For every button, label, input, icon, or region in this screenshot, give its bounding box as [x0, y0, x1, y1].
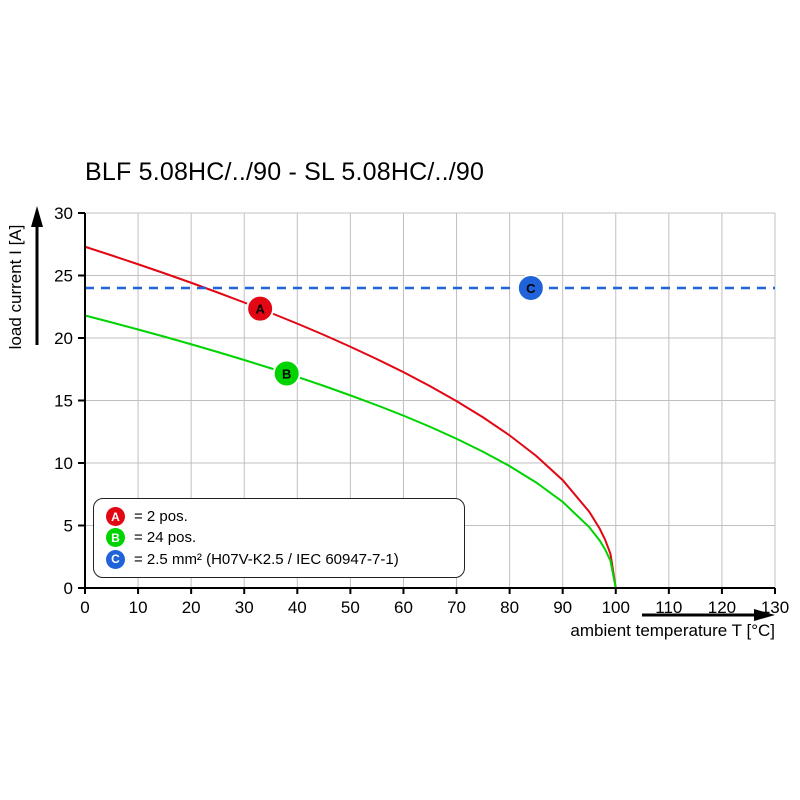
svg-text:B: B	[282, 367, 291, 382]
chart-title: BLF 5.08HC/../90 - SL 5.08HC/../90	[85, 158, 485, 186]
legend: A = 2 pos. B = 24 pos. C = 2.5 mm² (H07V…	[93, 498, 465, 578]
legend-item-b: B = 24 pos.	[106, 528, 454, 548]
svg-text:70: 70	[447, 598, 466, 617]
svg-text:30: 30	[54, 204, 73, 223]
svg-text:0: 0	[80, 598, 89, 617]
legend-item-a: A = 2 pos.	[106, 507, 454, 527]
svg-text:110: 110	[655, 598, 682, 617]
svg-text:30: 30	[235, 598, 254, 617]
legend-marker-c-icon: C	[106, 549, 125, 569]
y-axis-arrow-icon	[31, 206, 43, 345]
svg-text:60: 60	[394, 598, 413, 617]
svg-text:120: 120	[708, 598, 736, 617]
svg-text:0: 0	[64, 579, 73, 598]
svg-text:80: 80	[500, 598, 519, 617]
svg-text:15: 15	[54, 392, 73, 411]
legend-marker-a-icon: A	[106, 507, 125, 527]
svg-text:90: 90	[553, 598, 572, 617]
svg-text:40: 40	[288, 598, 307, 617]
legend-label-b: = 24 pos.	[134, 529, 197, 547]
legend-label-a: = 2 pos.	[134, 508, 188, 526]
svg-text:25: 25	[54, 267, 73, 286]
legend-label-c: = 2.5 mm² (H07V-K2.5 / IEC 60947-7-1)	[134, 550, 399, 568]
x-axis-arrow-icon	[642, 609, 775, 621]
plot-area: 0 10 20 30 40 50 60 70 80 90 100 110 120 130 0 5 10 15 20 2…	[54, 204, 789, 617]
legend-marker-b-icon: B	[106, 528, 125, 548]
legend-item-c: C = 2.5 mm² (H07V-K2.5 / IEC 60947-7-1)	[106, 549, 454, 569]
svg-text:100: 100	[602, 598, 630, 617]
svg-text:10: 10	[129, 598, 148, 617]
svg-text:A: A	[255, 302, 265, 317]
svg-text:20: 20	[182, 598, 201, 617]
svg-text:5: 5	[64, 517, 73, 536]
svg-text:20: 20	[54, 329, 73, 348]
svg-text:10: 10	[54, 454, 73, 473]
svg-text:C: C	[526, 281, 536, 296]
svg-text:50: 50	[341, 598, 360, 617]
svg-text:130: 130	[761, 598, 789, 617]
x-axis-label: ambient temperature T [°C]	[570, 621, 775, 640]
